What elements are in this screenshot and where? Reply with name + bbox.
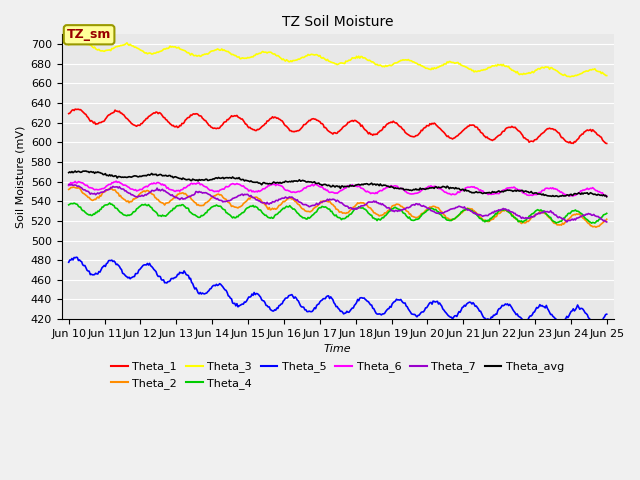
Theta_1 [507, 124, 515, 130]
Theta_avg [321, 181, 329, 187]
Line: Theta_1: Theta_1 [68, 109, 607, 144]
Line: Theta_5: Theta_5 [68, 257, 607, 324]
Theta_6 [603, 193, 611, 199]
Theta_7 [563, 219, 571, 225]
Theta_2 [70, 184, 78, 190]
Theta_1 [591, 129, 598, 135]
Line: Theta_4: Theta_4 [68, 203, 607, 223]
Theta_5 [357, 295, 365, 300]
Theta_4 [386, 208, 394, 214]
Theta_3 [592, 68, 600, 73]
Theta_2 [324, 199, 332, 205]
Theta_avg [65, 170, 72, 176]
Theta_4 [324, 206, 332, 212]
Theta_6 [65, 183, 72, 189]
Theta_avg [324, 182, 332, 188]
Theta_6 [386, 184, 394, 190]
Theta_1 [71, 106, 79, 112]
Text: TZ_sm: TZ_sm [67, 28, 111, 41]
Line: Theta_avg: Theta_avg [68, 171, 607, 197]
Line: Theta_2: Theta_2 [68, 187, 607, 227]
Theta_1 [357, 123, 365, 129]
Theta_7 [356, 204, 364, 210]
Theta_avg [82, 168, 90, 174]
Theta_6 [321, 186, 329, 192]
Theta_3 [603, 72, 611, 78]
Theta_7 [324, 196, 332, 202]
Theta_6 [324, 189, 332, 195]
Theta_4 [588, 220, 595, 226]
Theta_5 [603, 312, 611, 317]
Theta_7 [591, 213, 598, 218]
Theta_3 [507, 66, 515, 72]
Theta_2 [65, 187, 72, 192]
Theta_avg [507, 188, 515, 193]
Theta_4 [65, 202, 72, 208]
Theta_3 [321, 57, 329, 62]
Theta_5 [386, 304, 394, 310]
Theta_7 [603, 219, 611, 225]
Theta_2 [591, 224, 598, 229]
Theta_1 [386, 120, 394, 126]
Theta_avg [603, 194, 611, 200]
Theta_avg [386, 184, 394, 190]
Theta_4 [106, 200, 113, 206]
Theta_5 [65, 259, 72, 265]
Theta_5 [324, 293, 332, 299]
Theta_3 [386, 62, 394, 68]
Theta_2 [357, 200, 365, 205]
Theta_1 [321, 125, 329, 131]
Theta_1 [324, 128, 332, 134]
Line: Theta_6: Theta_6 [68, 181, 607, 196]
Theta_2 [386, 206, 394, 212]
Theta_4 [357, 205, 365, 211]
Theta_5 [507, 303, 515, 309]
Line: Theta_3: Theta_3 [68, 41, 607, 77]
Theta_3 [77, 38, 84, 44]
Theta_1 [603, 141, 611, 146]
Theta_2 [603, 216, 611, 222]
Theta_3 [65, 42, 72, 48]
Y-axis label: Soil Moisture (mV): Soil Moisture (mV) [15, 125, 25, 228]
Title: TZ Soil Moisture: TZ Soil Moisture [282, 15, 394, 29]
Line: Theta_7: Theta_7 [68, 185, 607, 222]
Theta_4 [321, 204, 329, 210]
Theta_3 [324, 58, 332, 64]
Theta_4 [507, 210, 515, 216]
Theta_7 [506, 208, 513, 214]
Theta_7 [321, 199, 328, 204]
Theta_7 [385, 205, 393, 211]
Theta_7 [65, 182, 72, 188]
X-axis label: Time: Time [324, 344, 351, 354]
Theta_4 [603, 211, 611, 216]
Theta_4 [592, 219, 600, 225]
Theta_1 [65, 111, 72, 117]
Theta_avg [357, 182, 365, 188]
Theta_6 [112, 178, 120, 184]
Theta_5 [321, 296, 329, 301]
Theta_3 [357, 54, 365, 60]
Theta_6 [507, 185, 515, 191]
Theta_3 [566, 74, 574, 80]
Theta_2 [507, 211, 515, 216]
Theta_5 [592, 321, 600, 327]
Theta_5 [590, 322, 598, 327]
Theta_6 [357, 185, 365, 191]
Theta_5 [72, 254, 80, 260]
Theta_6 [591, 187, 598, 192]
Theta_avg [591, 191, 598, 197]
Theta_6 [602, 193, 609, 199]
Theta_2 [592, 224, 600, 230]
Theta_2 [321, 198, 329, 204]
Legend: Theta_1, Theta_2, Theta_3, Theta_4, Theta_5, Theta_6, Theta_7, Theta_avg: Theta_1, Theta_2, Theta_3, Theta_4, Thet… [107, 357, 568, 393]
